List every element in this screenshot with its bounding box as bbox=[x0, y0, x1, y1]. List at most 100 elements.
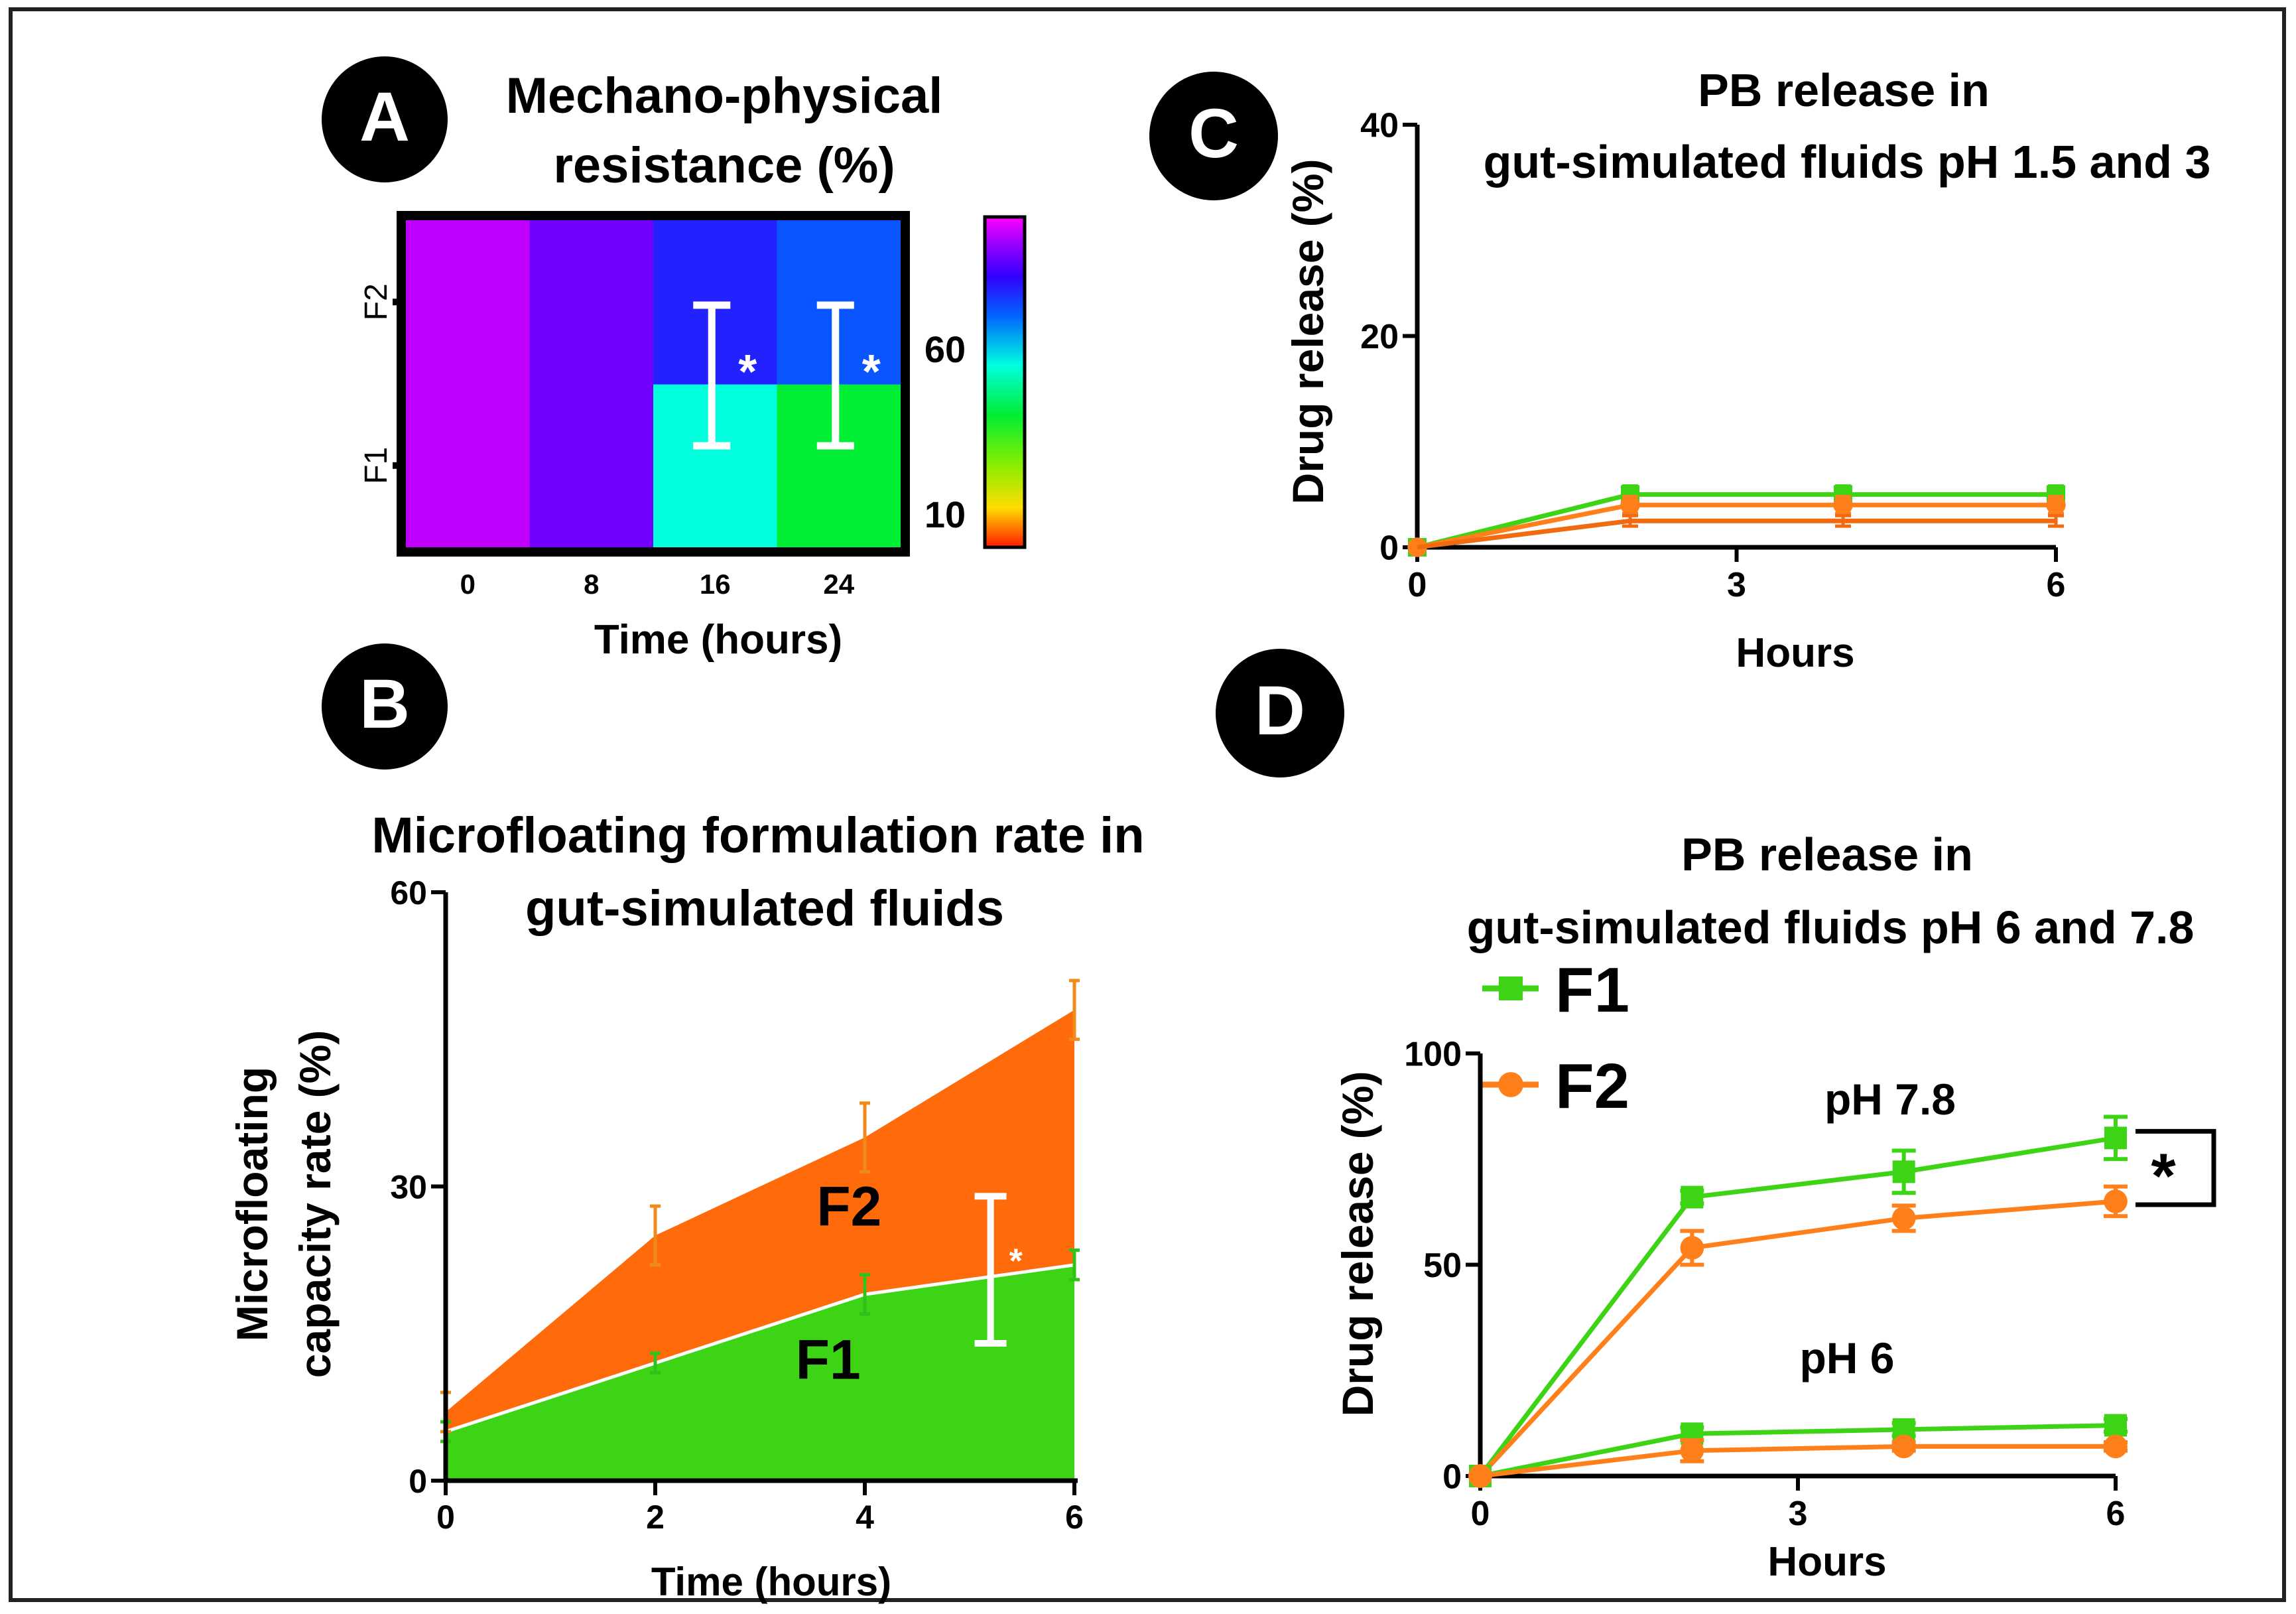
series-line-f2-ph-3 bbox=[1417, 518, 2056, 550]
data-point-f2-ph-6 bbox=[1468, 1464, 1492, 1488]
panel-c-x-tick-label: 3 bbox=[1727, 566, 1746, 604]
panel-d-badge bbox=[1216, 649, 1344, 777]
data-point-f2-ph-7-8 bbox=[1891, 1206, 1916, 1231]
heatmap-cell-f1-0 bbox=[406, 383, 531, 548]
data-point-f2-ph-7-8 bbox=[2104, 1189, 2128, 1213]
panel-b-y-tick-label: 60 bbox=[390, 874, 427, 911]
panel-c-y-tick-label: 0 bbox=[1379, 529, 1399, 568]
panel-a-label: A bbox=[359, 78, 410, 156]
panel-a-title-line-2: resistance (%) bbox=[553, 137, 895, 194]
panel-a-badge bbox=[322, 56, 448, 182]
area-f1 bbox=[446, 1264, 1074, 1481]
panel-c-y-tick-label: 20 bbox=[1360, 318, 1399, 356]
panel-d-title-line-1: PB release in bbox=[1681, 829, 1973, 880]
series-line-f2-ph-1-5 bbox=[1417, 502, 2056, 550]
panel-d-line-chart: D PB release in gut-simulated fluids pH … bbox=[1216, 649, 2216, 1585]
legend-label-f2: F2 bbox=[1555, 1051, 1629, 1122]
data-point-f2-ph-1-5 bbox=[1833, 495, 1853, 515]
heatmap-y-tick-label: F2 bbox=[359, 283, 394, 320]
heatmap-x-tick-label: 24 bbox=[823, 569, 854, 600]
colorbar-tick-label: 10 bbox=[925, 494, 966, 535]
panel-b-ylabel-line-2: capacity rate (%) bbox=[290, 1030, 340, 1379]
heatmap-y-tick-label: F1 bbox=[359, 447, 394, 484]
data-point-f1-ph-7-8 bbox=[1892, 1160, 1915, 1183]
area-label-f2: F2 bbox=[816, 1176, 881, 1238]
heatmap-cell-f2-0 bbox=[406, 220, 531, 385]
panel-b-title-line-1: Microfloating formulation rate in bbox=[371, 807, 1144, 864]
panel-d-title-line-2: gut-simulated fluids pH 6 and 7.8 bbox=[1467, 902, 2195, 953]
panel-a-title-line-1: Mechano-physical bbox=[506, 68, 943, 124]
panel-c-label: C bbox=[1188, 95, 1239, 172]
panel-b-area-chart: B Microfloating formulation rate in gut-… bbox=[227, 643, 1145, 1604]
panel-c-badge bbox=[1149, 72, 1278, 200]
area-label-f1: F1 bbox=[796, 1328, 861, 1390]
heatmap-x-tick-label: 16 bbox=[700, 569, 731, 600]
panel-b-x-tick-label: 0 bbox=[436, 1499, 455, 1536]
data-point-f1-ph-7-8 bbox=[2104, 1126, 2127, 1150]
panel-b-y-tick-label: 30 bbox=[390, 1169, 427, 1206]
area-f2 bbox=[446, 1010, 1074, 1432]
series-line-f2-ph-6 bbox=[1480, 1444, 2116, 1479]
heatmap-x-tick-label: 8 bbox=[584, 569, 599, 600]
panel-c-title-line-1: PB release in bbox=[1698, 64, 1990, 116]
data-point-f2-ph-1-5 bbox=[2046, 495, 2066, 515]
panel-b-badge bbox=[322, 643, 448, 770]
panel-d-ylabel: Drug release (%) bbox=[1333, 1071, 1382, 1417]
significance-mark: * bbox=[2151, 1141, 2176, 1212]
panel-d-label: D bbox=[1255, 672, 1305, 750]
legend-marker-f1 bbox=[1499, 976, 1523, 1000]
data-point-f2-ph-7-8 bbox=[1680, 1236, 1704, 1260]
series-line-f1-ph-6 bbox=[1480, 1423, 2116, 1479]
panel-b-xlabel: Time (hours) bbox=[651, 1560, 891, 1604]
legend-marker-f2 bbox=[1498, 1072, 1523, 1097]
panel-d-xlabel: Hours bbox=[1767, 1539, 1886, 1585]
data-point-f2-ph-6 bbox=[1680, 1438, 1704, 1463]
data-point-f2-ph-6 bbox=[2104, 1434, 2128, 1459]
panel-b-y-tick-label: 0 bbox=[409, 1463, 427, 1500]
heatmap-frame bbox=[397, 211, 910, 557]
significance-mark: * bbox=[862, 346, 881, 399]
data-point-f1-ph-7-8 bbox=[1681, 1185, 1704, 1209]
figure-border bbox=[9, 7, 2286, 1602]
series-line-f2-ph-7-8 bbox=[1478, 1199, 2116, 1478]
significance-bracket bbox=[2136, 1128, 2216, 1207]
panel-d-x-tick-label: 6 bbox=[2106, 1495, 2126, 1533]
panel-c-title-line-2: gut-simulated fluids pH 1.5 and 3 bbox=[1484, 136, 2211, 188]
panel-d-annotation-ph6: pH 6 bbox=[1799, 1333, 1894, 1382]
panel-b-x-tick-label: 2 bbox=[646, 1499, 665, 1536]
panel-d-annotation-ph78: pH 7.8 bbox=[1824, 1075, 1956, 1124]
colorbar bbox=[983, 215, 1027, 549]
heatmap-cell-f1-8 bbox=[529, 383, 654, 548]
series-line-f1-ph-7-8 bbox=[1478, 1135, 2116, 1478]
panel-b-x-tick-label: 6 bbox=[1065, 1499, 1084, 1536]
panel-c-x-tick-label: 0 bbox=[1408, 566, 1427, 604]
panel-b-label: B bbox=[359, 665, 410, 743]
data-point-f2-ph-1-5 bbox=[1620, 495, 1640, 515]
panel-b-x-tick-label: 4 bbox=[856, 1499, 874, 1536]
panel-c-line-chart: C PB release in gut-simulated fluids pH … bbox=[1149, 64, 2210, 676]
panel-c-y-tick-label: 40 bbox=[1360, 107, 1399, 145]
legend-label-f1: F1 bbox=[1555, 955, 1629, 1026]
significance-mark: * bbox=[1009, 1243, 1023, 1281]
data-point-f2-ph-6 bbox=[1891, 1434, 1916, 1459]
heatmap-x-tick-label: 0 bbox=[460, 569, 476, 600]
panel-c-x-tick-label: 6 bbox=[2047, 566, 2066, 604]
panel-b-ylabel-line-1: Microfloating bbox=[227, 1067, 277, 1341]
colorbar-tick-label: 60 bbox=[925, 328, 966, 370]
area-boundary-line bbox=[445, 1263, 1075, 1434]
panel-b-title-line-2: gut-simulated fluids bbox=[525, 880, 1004, 937]
panel-a-heatmap: A Mechano-physical resistance (%) * * 0 8 1… bbox=[322, 56, 1027, 663]
panel-d-x-tick-label: 3 bbox=[1789, 1495, 1808, 1533]
panel-a-xlabel: Time (hours) bbox=[594, 617, 842, 663]
panel-c-ylabel: Drug release (%) bbox=[1283, 159, 1332, 505]
series-line-f1-ph-1-5 bbox=[1417, 492, 2056, 550]
panel-d-x-tick-label: 0 bbox=[1471, 1495, 1490, 1533]
panel-c-xlabel: Hours bbox=[1736, 630, 1854, 676]
significance-mark: * bbox=[738, 346, 757, 399]
panel-d-y-tick-label: 0 bbox=[1442, 1458, 1462, 1497]
panel-d-y-tick-label: 100 bbox=[1404, 1036, 1462, 1074]
panel-d-y-tick-label: 50 bbox=[1423, 1246, 1462, 1285]
data-point-f1-ph-6 bbox=[2104, 1414, 2127, 1437]
heatmap-cell-f2-8 bbox=[529, 220, 654, 385]
